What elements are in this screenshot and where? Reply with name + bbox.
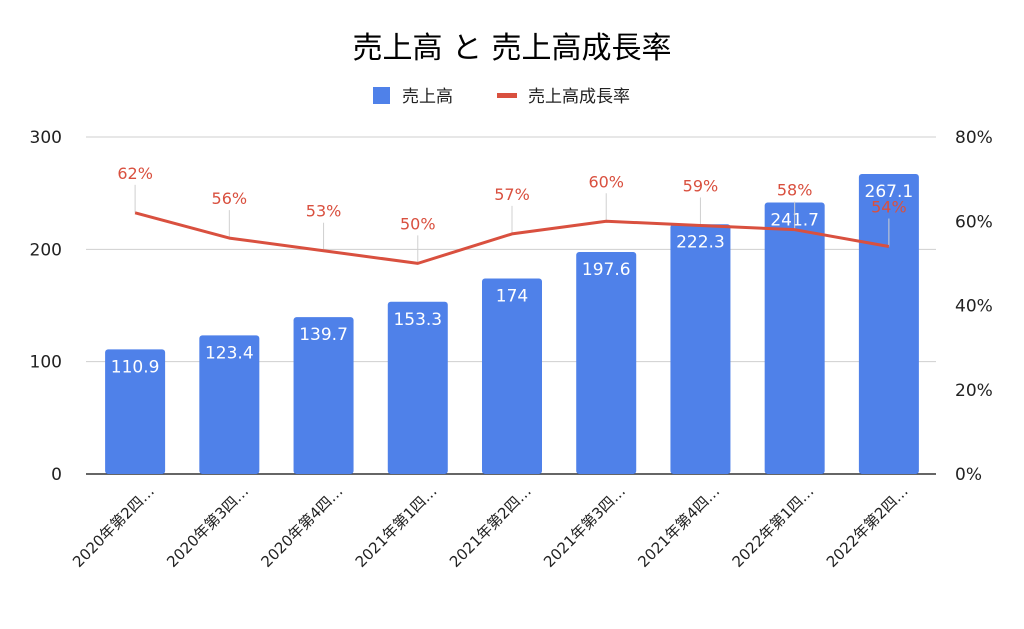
rate-value-label: 50% (400, 214, 436, 233)
rate-value-label: 53% (306, 202, 342, 221)
left-tick-label: 0 (51, 465, 62, 485)
rate-value-label: 56% (212, 189, 248, 208)
legend-swatch-sales (373, 87, 390, 104)
bar-value-label: 123.4 (205, 343, 254, 363)
bar-value-label: 153.3 (393, 310, 442, 330)
rate-value-label: 57% (494, 185, 530, 204)
bar (670, 224, 731, 474)
bar-value-label: 222.3 (676, 232, 725, 252)
category-label: 2021年第1四… (352, 482, 441, 571)
category-label: 2021年第4四… (634, 482, 723, 571)
legend-label-growth: 売上高成長率 (528, 87, 630, 107)
right-tick-label: 20% (955, 381, 993, 401)
rate-labels: 62% 56% 53% 50% 57% 60% 59% 58% 54% (117, 164, 906, 234)
right-tick-label: 40% (955, 297, 993, 317)
category-label: 2021年第2四… (446, 482, 535, 571)
right-tick-label: 60% (955, 212, 993, 232)
bar-labels: 110.9123.4139.7153.3174197.6222.3241.726… (111, 182, 913, 377)
bar (482, 278, 542, 474)
bar (387, 301, 448, 474)
rate-value-label: 62% (117, 164, 153, 183)
rate-value-label: 54% (871, 198, 907, 217)
rate-value-label: 60% (588, 172, 624, 191)
legend-swatch-growth (497, 93, 517, 98)
left-axis-ticks: 0 100 200 300 (30, 128, 62, 485)
bar (764, 202, 825, 474)
left-tick-label: 300 (30, 128, 62, 148)
bar-value-label: 139.7 (299, 325, 348, 345)
left-tick-label: 200 (30, 240, 62, 260)
bar-value-label: 197.6 (582, 260, 631, 280)
category-label: 2020年第4四… (257, 482, 346, 571)
left-tick-label: 100 (30, 353, 62, 373)
bar (576, 252, 637, 474)
bar-value-label: 110.9 (111, 357, 160, 377)
bar (199, 335, 260, 474)
rate-leaders (134, 184, 890, 264)
right-tick-label: 0% (955, 465, 982, 485)
legend: 売上高 売上高成長率 (373, 87, 630, 107)
category-label: 2020年第3四… (163, 482, 252, 571)
chart-title: 売上高 と 売上高成長率 (352, 31, 671, 66)
category-label: 2022年第1四… (729, 482, 818, 571)
rate-value-label: 59% (683, 176, 719, 195)
bar (105, 349, 166, 474)
legend-label-sales: 売上高 (402, 87, 453, 107)
rate-value-label: 58% (777, 181, 813, 200)
category-label: 2021年第3四… (540, 482, 629, 571)
right-tick-label: 80% (955, 128, 993, 148)
growth-line (134, 211, 890, 265)
bar (858, 173, 919, 474)
category-axis-labels: 2020年第2四… 2020年第3四… 2020年第4四… 2021年第1四… 2021… (69, 482, 912, 571)
category-label: 2022年第2四… (823, 482, 912, 571)
right-axis-ticks: 0% 20% 40% 60% 80% (955, 128, 993, 485)
bar-series (105, 173, 919, 474)
bar-value-label: 174 (496, 287, 528, 307)
growth-line-series (134, 211, 890, 265)
bar-value-label: 267.1 (865, 182, 914, 202)
category-label: 2020年第2四… (69, 482, 158, 571)
bar (293, 317, 354, 474)
